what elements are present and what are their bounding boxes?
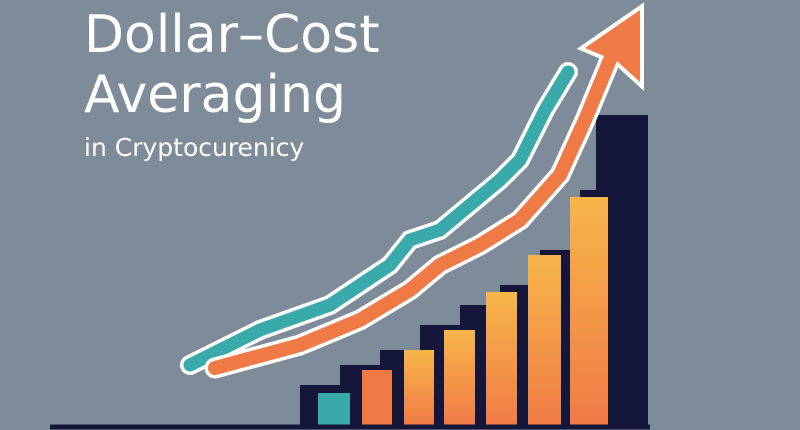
subtitle: in Cryptocurenicy bbox=[84, 133, 304, 162]
title-line: Dollar–Cost bbox=[84, 5, 380, 65]
title-line: Averaging bbox=[84, 65, 346, 125]
front-bars bbox=[318, 197, 608, 427]
teal-trend bbox=[180, 62, 578, 375]
orange-arrow bbox=[204, 2, 644, 379]
